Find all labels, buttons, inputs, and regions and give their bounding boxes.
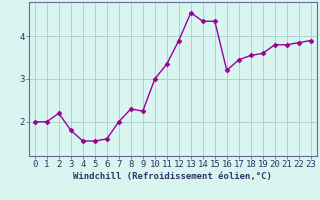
- X-axis label: Windchill (Refroidissement éolien,°C): Windchill (Refroidissement éolien,°C): [73, 172, 272, 181]
